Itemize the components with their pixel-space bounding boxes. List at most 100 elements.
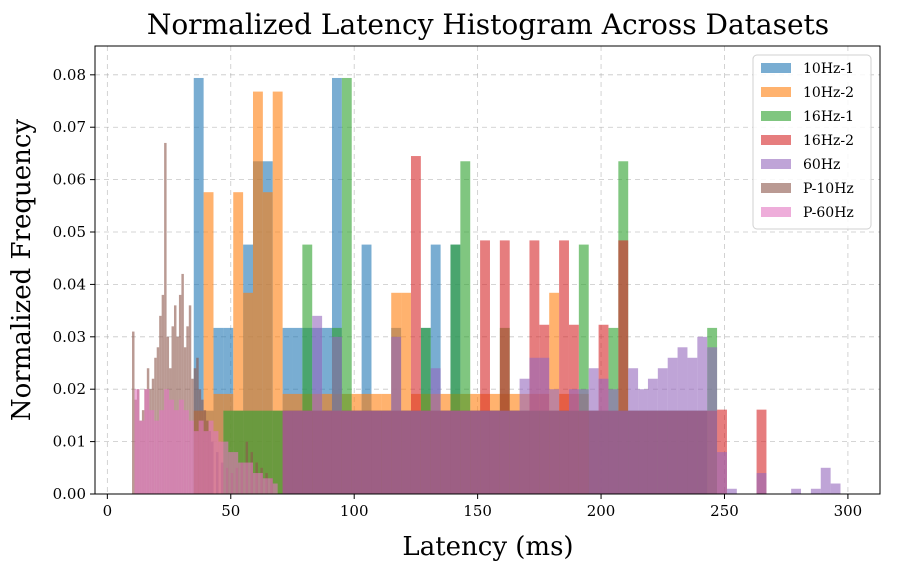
- histogram-bar: [161, 294, 165, 494]
- histogram-bar: [756, 409, 767, 494]
- histogram-bar: [164, 142, 167, 494]
- histogram-bar: [193, 77, 204, 494]
- histogram-bar: [173, 410, 179, 494]
- y-tick-label: 0.01: [53, 433, 86, 451]
- histogram-bar: [208, 420, 214, 494]
- x-axis-ticks: 0 50 100 150 200 250 300: [103, 494, 863, 520]
- histogram-bar: [144, 389, 150, 494]
- x-axis-label: Latency (ms): [402, 532, 573, 562]
- histogram-bar: [196, 357, 199, 494]
- histogram-bar: [480, 240, 490, 494]
- histogram-bar: [178, 294, 182, 494]
- histogram-bar: [371, 410, 382, 494]
- histogram-bar: [181, 273, 184, 494]
- histogram-bar: [401, 410, 411, 494]
- legend-swatch: [761, 63, 791, 73]
- histogram-bar: [598, 378, 609, 494]
- histogram-bar: [203, 192, 214, 495]
- histogram-bar: [519, 378, 530, 494]
- histogram-bar: [173, 305, 177, 494]
- histogram-bar: [638, 389, 648, 494]
- histogram-bar: [588, 368, 599, 494]
- histogram-bar: [292, 410, 303, 494]
- histogram-bar: [213, 431, 219, 494]
- y-tick-label: 0.03: [53, 328, 86, 346]
- histogram-bar: [302, 244, 313, 494]
- histogram-bar: [252, 91, 263, 494]
- legend-swatch: [761, 111, 791, 121]
- histogram-bar: [159, 315, 162, 494]
- histogram-bar: [331, 336, 342, 494]
- histogram-bar: [529, 357, 540, 494]
- histogram-bar: [183, 410, 189, 494]
- y-tick-label: 0.07: [53, 118, 86, 136]
- histogram-bar: [647, 378, 658, 494]
- histogram-bar: [618, 410, 629, 494]
- histogram-bar: [618, 240, 629, 494]
- histogram-bar: [262, 478, 268, 494]
- histogram-bar: [159, 410, 165, 494]
- histogram-bar: [549, 389, 560, 494]
- histogram-bar: [559, 410, 569, 494]
- histogram-bar: [499, 410, 510, 494]
- histogram-bar: [223, 441, 229, 494]
- legend-label: 10Hz-2: [803, 85, 854, 101]
- legend-swatch: [761, 135, 791, 145]
- histogram-bar: [178, 399, 184, 494]
- histogram-bar: [559, 240, 569, 494]
- legend: 10Hz-1 10Hz-2 16Hz-1 16Hz-2 60Hz P-10Hz P-60Hz: [752, 54, 872, 230]
- x-tick-label: 250: [710, 502, 739, 520]
- histogram-bar: [188, 305, 192, 494]
- histogram-bar: [257, 473, 263, 494]
- histogram-bar: [262, 410, 273, 494]
- histogram-bar: [252, 473, 258, 494]
- histogram-bar: [331, 77, 342, 494]
- y-tick-label: 0.06: [53, 171, 86, 189]
- histogram-bar: [697, 336, 708, 494]
- histogram-bar: [707, 347, 718, 494]
- histogram-bar: [677, 347, 688, 494]
- histogram-bar: [391, 336, 402, 494]
- histogram-bar: [272, 91, 283, 494]
- x-tick-label: 50: [221, 502, 240, 520]
- legend-label: 16Hz-1: [803, 109, 854, 125]
- chart-title: Normalized Latency Histogram Across Data…: [147, 8, 829, 41]
- histogram-bar: [657, 368, 668, 494]
- histogram-bar: [154, 420, 160, 494]
- histogram-bar: [361, 244, 372, 494]
- histogram-bar: [198, 420, 204, 494]
- histogram-bar: [460, 410, 471, 494]
- histogram-bar: [381, 410, 392, 494]
- histogram-bar: [717, 452, 727, 494]
- histogram-bar: [233, 452, 239, 494]
- histogram-bar: [312, 315, 323, 494]
- legend-label: P-60Hz: [803, 205, 854, 221]
- y-axis-label: Normalized Frequency: [7, 119, 37, 422]
- legend-label: 16Hz-2: [803, 133, 854, 149]
- y-axis-ticks: 0.00 0.01 0.02 0.03 0.04 0.05 0.06 0.07 0.08: [53, 66, 95, 503]
- histogram-bar: [460, 161, 471, 495]
- histogram-bar: [262, 192, 273, 495]
- histogram-bar: [539, 357, 550, 494]
- histogram-bar: [568, 389, 579, 494]
- histogram-bar: [243, 462, 249, 494]
- histogram-bar: [238, 462, 244, 494]
- histogram-bar: [667, 357, 678, 494]
- histogram-bar: [322, 410, 332, 494]
- histogram-bar: [791, 488, 802, 494]
- legend-label: 60Hz: [803, 157, 840, 173]
- histogram-bar: [341, 410, 352, 494]
- x-tick-label: 200: [587, 502, 616, 520]
- histogram-bar: [164, 389, 170, 494]
- legend-swatch: [761, 159, 791, 169]
- x-tick-label: 150: [463, 502, 492, 520]
- histogram-bar: [450, 410, 461, 494]
- histogram-bar: [509, 410, 520, 494]
- histogram-bar: [248, 462, 253, 494]
- x-tick-label: 300: [834, 502, 863, 520]
- histogram-bar: [188, 420, 194, 494]
- histogram-bar: [233, 410, 244, 494]
- series-60Hz: [282, 315, 841, 494]
- histogram-bar: [169, 399, 174, 494]
